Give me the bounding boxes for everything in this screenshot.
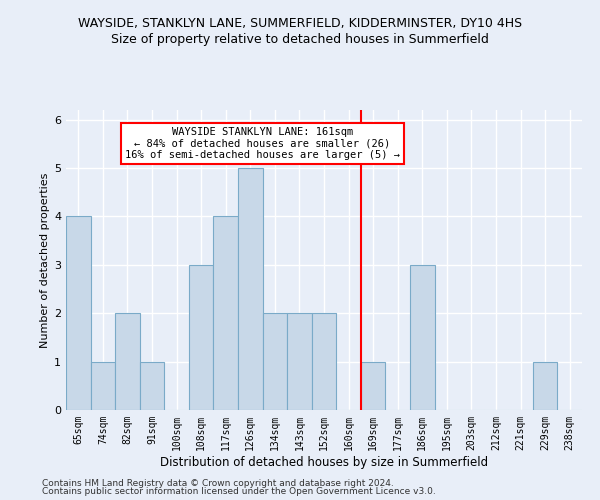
Text: Contains public sector information licensed under the Open Government Licence v3: Contains public sector information licen…: [42, 487, 436, 496]
Bar: [361, 362, 385, 410]
Bar: [410, 265, 434, 410]
Bar: [287, 313, 312, 410]
Bar: [238, 168, 263, 410]
Bar: [312, 313, 336, 410]
Bar: [66, 216, 91, 410]
Bar: [533, 362, 557, 410]
Bar: [140, 362, 164, 410]
Text: WAYSIDE STANKLYN LANE: 161sqm
← 84% of detached houses are smaller (26)
16% of s: WAYSIDE STANKLYN LANE: 161sqm ← 84% of d…: [125, 127, 400, 160]
Bar: [263, 313, 287, 410]
Y-axis label: Number of detached properties: Number of detached properties: [40, 172, 50, 348]
Text: Contains HM Land Registry data © Crown copyright and database right 2024.: Contains HM Land Registry data © Crown c…: [42, 478, 394, 488]
X-axis label: Distribution of detached houses by size in Summerfield: Distribution of detached houses by size …: [160, 456, 488, 468]
Bar: [214, 216, 238, 410]
Bar: [189, 265, 214, 410]
Text: WAYSIDE, STANKLYN LANE, SUMMERFIELD, KIDDERMINSTER, DY10 4HS: WAYSIDE, STANKLYN LANE, SUMMERFIELD, KID…: [78, 18, 522, 30]
Text: Size of property relative to detached houses in Summerfield: Size of property relative to detached ho…: [111, 32, 489, 46]
Bar: [91, 362, 115, 410]
Bar: [115, 313, 140, 410]
